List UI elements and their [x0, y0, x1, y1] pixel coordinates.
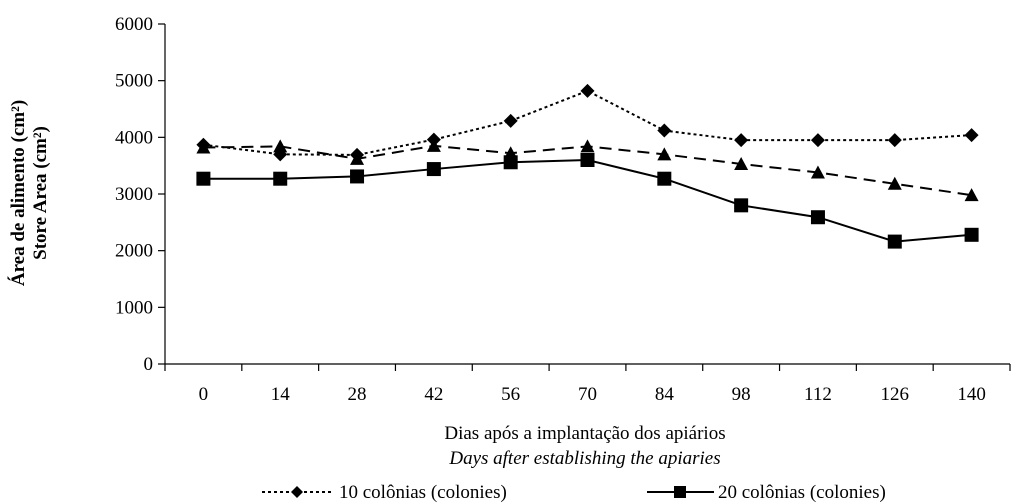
legend-square-marker: [674, 486, 686, 498]
y-tick-label: 2000: [115, 241, 153, 262]
x-tick-label: 112: [804, 384, 832, 405]
data-point-triangle: [350, 151, 365, 165]
data-point-diamond: [580, 83, 595, 98]
y-axis-title-en: Store Area (cm²): [30, 126, 51, 260]
data-point-square: [887, 234, 902, 249]
data-point-triangle: [580, 139, 595, 153]
x-tick-label: 126: [881, 384, 910, 405]
y-axis-title: Área de alimento (cm²): [7, 100, 29, 286]
series-triangle: [196, 138, 979, 202]
y-tick-label: 5000: [115, 71, 153, 92]
x-axis-ticks: 0 14 28 42 56 70 84 98 112 126 140: [164, 364, 1011, 405]
data-point-triangle: [273, 139, 288, 153]
data-point-triangle: [657, 147, 672, 161]
legend-label-10: 10 colônias (colonies): [339, 482, 507, 503]
data-point-square: [964, 227, 979, 242]
data-point-square: [734, 198, 749, 213]
x-tick-label: 56: [501, 384, 520, 405]
data-point-diamond: [503, 113, 518, 128]
x-tick-label: 70: [578, 384, 597, 405]
legend-diamond-marker: [291, 486, 303, 498]
y-tick-label: 3000: [115, 184, 153, 205]
data-point-square: [350, 169, 365, 184]
axes: [164, 24, 1010, 365]
y-tick-label: 4000: [115, 127, 153, 148]
x-tick-label: 140: [957, 384, 986, 405]
x-axis-title: Dias após a implantação dos apiários: [444, 423, 725, 444]
y-tick-label: 1000: [115, 297, 153, 318]
x-tick-label: 14: [271, 384, 291, 405]
data-point-diamond: [964, 128, 979, 143]
data-point-triangle: [426, 138, 441, 152]
legend-item-20-colonias: 20 colônias (colonies): [647, 482, 886, 503]
data-point-square: [503, 155, 518, 170]
x-tick-label: 28: [348, 384, 367, 405]
y-tick-label: 6000: [115, 14, 153, 35]
x-tick-label: 0: [199, 384, 209, 405]
data-point-triangle: [964, 188, 979, 202]
data-point-square: [810, 210, 825, 225]
data-point-square: [426, 162, 441, 177]
legend-label-20: 20 colônias (colonies): [718, 482, 886, 503]
data-point-triangle: [810, 165, 825, 179]
legend-item-10-colonias: 10 colônias (colonies): [262, 482, 507, 503]
data-point-diamond: [887, 133, 902, 148]
series-group: [196, 83, 979, 249]
data-point-square: [657, 171, 672, 186]
x-axis-title-en: Days after establishing the apiaries: [448, 448, 720, 469]
legend: 10 colônias (colonies) 20 colônias (colo…: [262, 482, 886, 503]
series-line: [203, 89, 972, 156]
y-tick-label: 0: [144, 354, 154, 375]
data-point-square: [580, 153, 595, 167]
data-point-triangle: [196, 140, 211, 154]
series-square: [196, 153, 979, 249]
series-line: [203, 158, 972, 243]
data-point-square: [196, 171, 211, 186]
data-point-diamond: [657, 123, 672, 138]
data-point-diamond: [810, 133, 825, 148]
data-point-triangle: [734, 156, 749, 170]
x-tick-label: 84: [655, 384, 675, 405]
data-point-triangle: [887, 176, 902, 190]
x-tick-label: 98: [732, 384, 751, 405]
y-axis-ticks: 0 1000 2000 3000 4000 5000 6000: [115, 14, 165, 375]
data-point-square: [273, 171, 288, 186]
x-tick-label: 42: [424, 384, 443, 405]
data-point-diamond: [734, 133, 749, 148]
